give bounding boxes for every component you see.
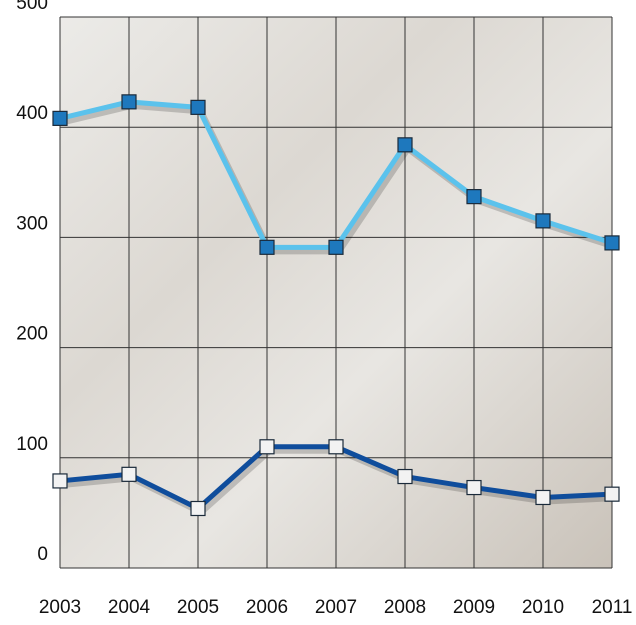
marker (397, 137, 413, 153)
y-tick-label: 500 (16, 0, 48, 14)
marker (121, 466, 137, 482)
marker (328, 439, 344, 455)
y-tick-label: 200 (16, 324, 48, 345)
marker (121, 94, 137, 110)
x-tick-label: 2005 (177, 597, 219, 618)
x-tick-label: 2003 (39, 597, 81, 618)
marker (328, 239, 344, 255)
y-tick-label: 400 (16, 103, 48, 124)
marker (52, 473, 68, 489)
marker (466, 189, 482, 205)
marker (190, 99, 206, 115)
marker (535, 489, 551, 506)
marker (190, 500, 206, 517)
x-tick-label: 2009 (453, 597, 495, 618)
y-tick-label: 300 (16, 213, 48, 234)
marker (604, 486, 620, 502)
marker (259, 239, 275, 255)
marker (52, 110, 68, 126)
x-tick-label: 2008 (384, 597, 426, 618)
y-tick-label: 100 (16, 434, 48, 455)
marker (535, 213, 551, 229)
x-tick-label: 2004 (108, 597, 151, 618)
marker (259, 439, 275, 455)
marker (466, 479, 482, 496)
x-tick-label: 2011 (592, 597, 633, 618)
marker (397, 468, 413, 485)
marker (604, 235, 620, 251)
x-tick-label: 2010 (522, 597, 564, 618)
x-tick-label: 2006 (246, 597, 288, 618)
x-tick-label: 2007 (315, 597, 357, 618)
y-tick-label: 0 (37, 544, 48, 565)
